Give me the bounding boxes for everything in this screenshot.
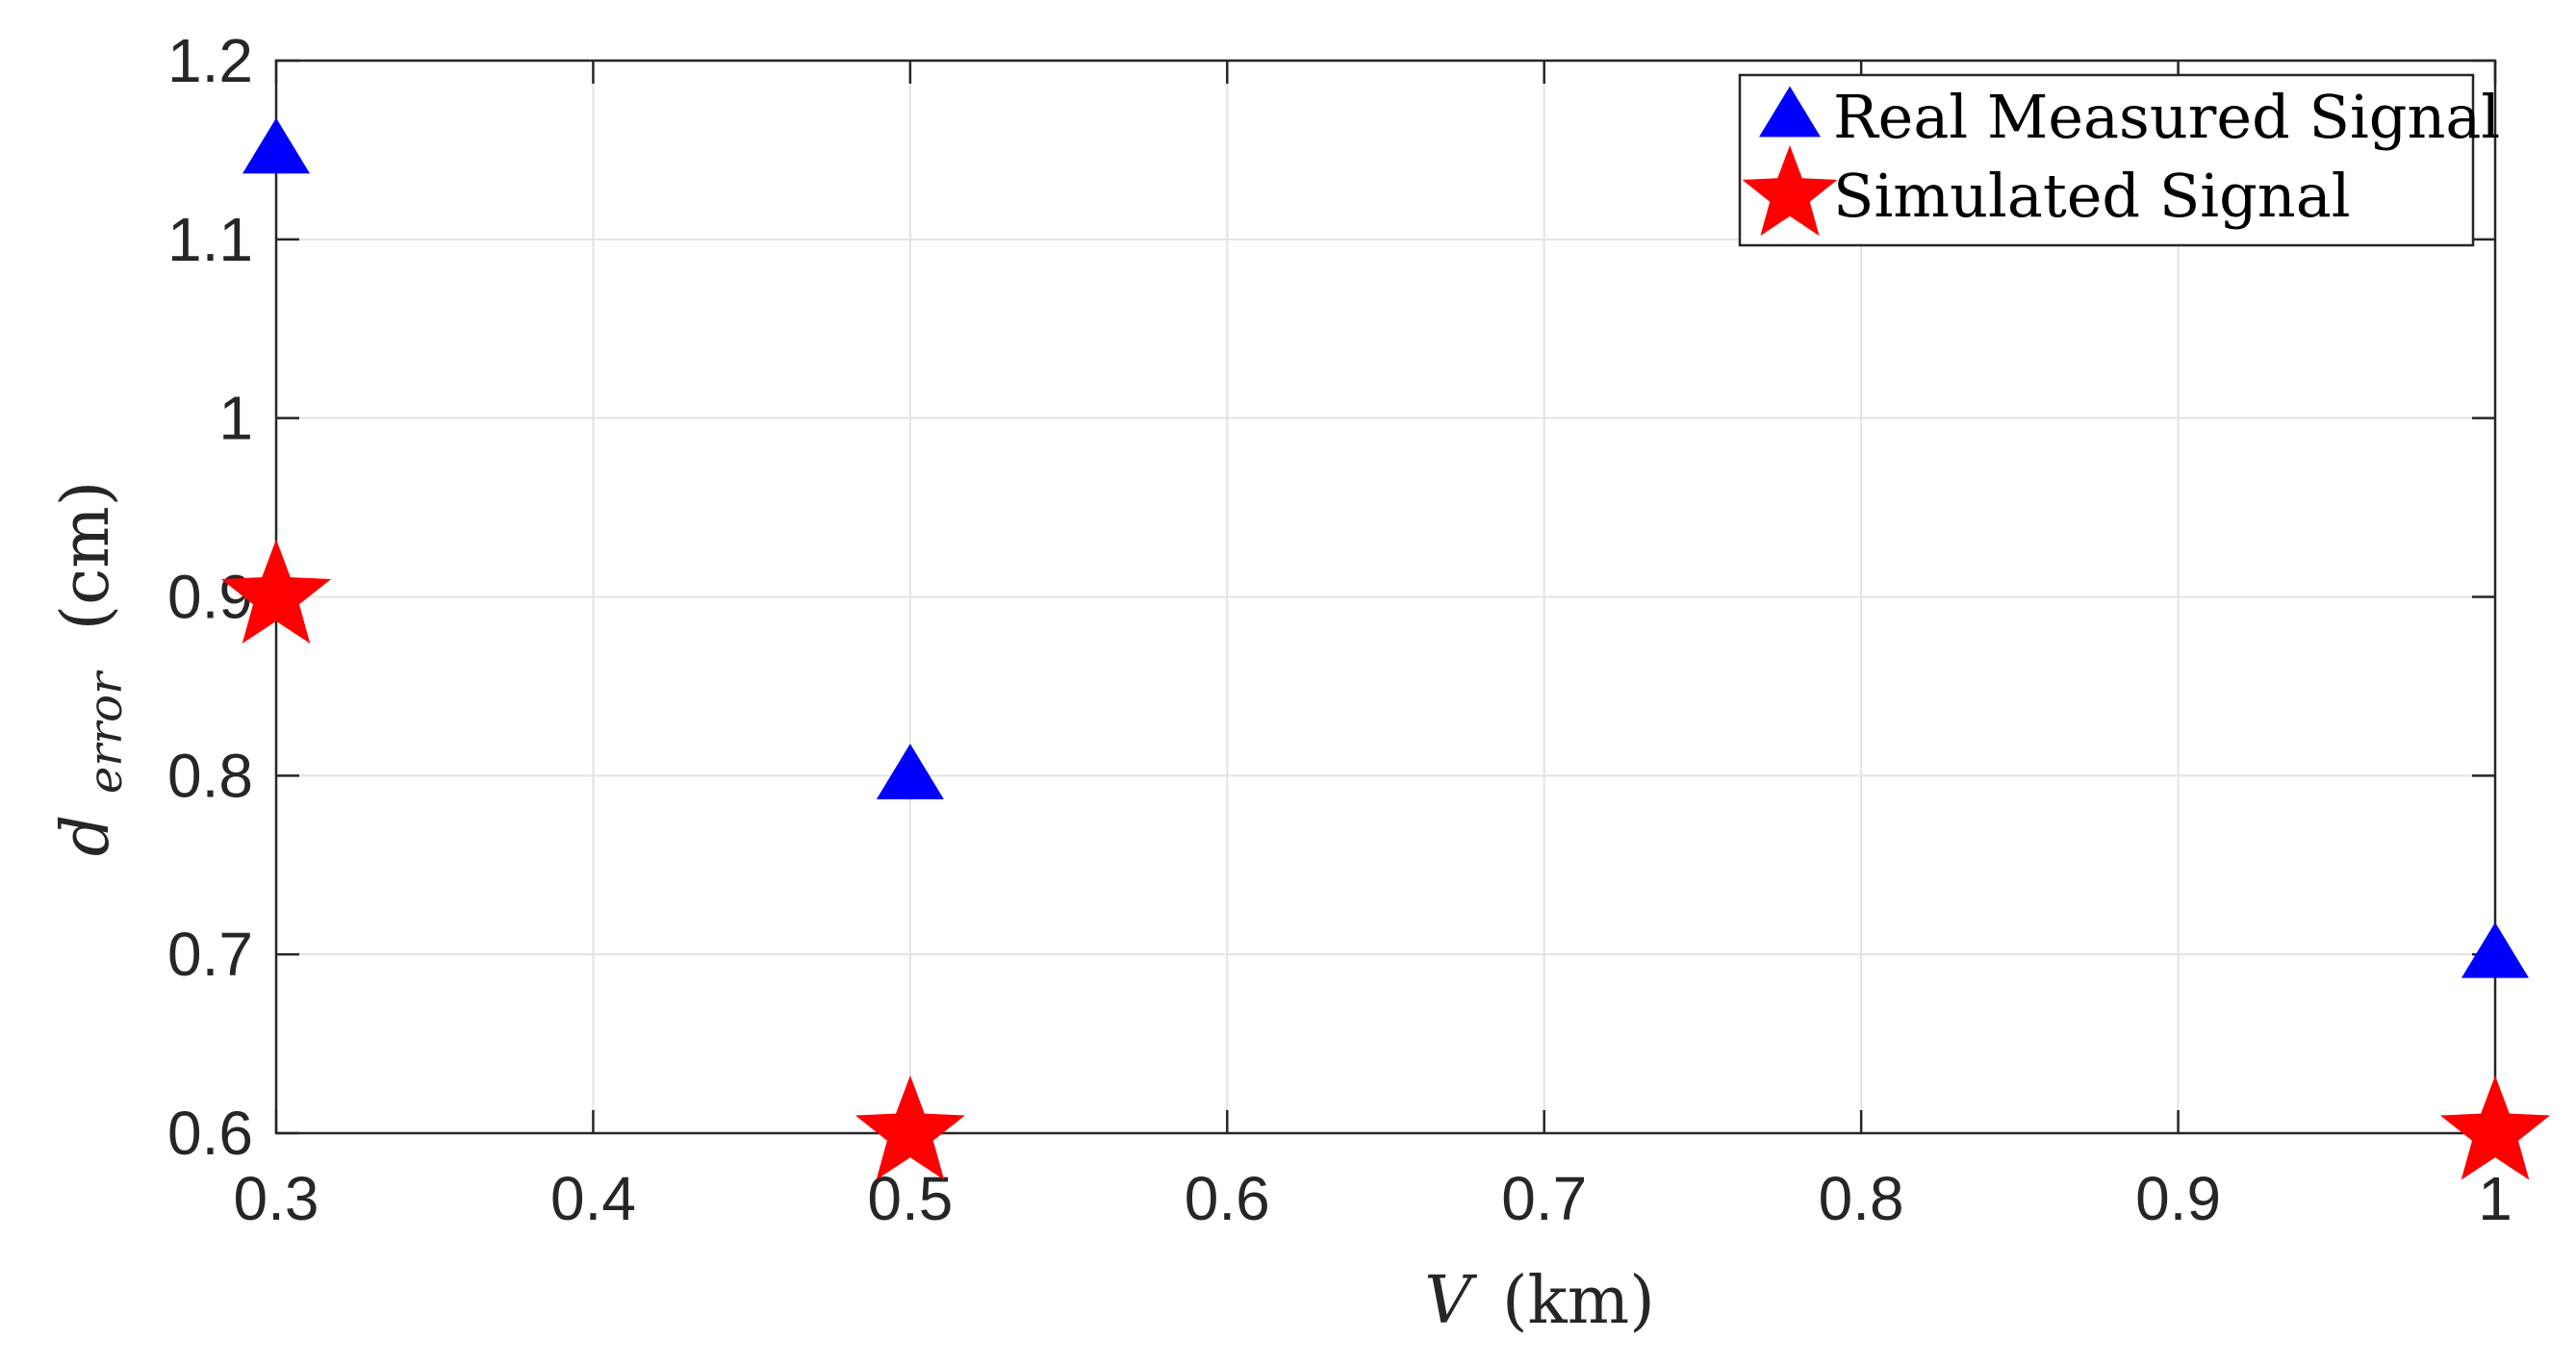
y-tick-label: 0.9	[167, 563, 253, 632]
x-axis-label: V (km)	[1424, 1263, 1654, 1339]
y-tick-label: 0.8	[167, 741, 253, 810]
x-tick-label: 1	[2478, 1164, 2512, 1233]
x-axis-variable: V	[1424, 1263, 1477, 1339]
x-tick-label: 0.3	[234, 1164, 319, 1233]
y-axis-label: d error (cm)	[48, 481, 138, 857]
x-tick-label: 0.6	[1185, 1164, 1270, 1233]
y-axis-subscript: error	[79, 670, 133, 794]
real-measured-signal-triangle-point	[876, 744, 944, 799]
x-tick-label: 0.9	[2135, 1164, 2221, 1233]
y-tick-label: 1	[218, 384, 253, 453]
legend-label-simulated-signal: Simulated Signal	[1833, 161, 2351, 231]
real-measured-signal-triangle-point	[242, 117, 310, 174]
y-axis-unit: (cm)	[48, 481, 124, 631]
y-tick-label: 0.6	[167, 1099, 253, 1168]
y-tick-label: 1.1	[167, 205, 253, 274]
legend-star-marker	[1742, 145, 1838, 237]
simulated-signal-star-point	[854, 1075, 965, 1180]
x-axis-unit: (km)	[1502, 1263, 1655, 1339]
legend-box	[1738, 73, 2475, 247]
legend-triangle-marker	[1759, 86, 1821, 138]
simulated-signal-star-point	[2439, 1075, 2551, 1180]
data-points	[220, 117, 2551, 1180]
real-measured-signal-triangle-point	[2461, 922, 2529, 978]
x-tick-label: 0.4	[550, 1164, 636, 1233]
y-tick-label: 1.2	[167, 26, 253, 95]
y-axis-variable: d	[48, 815, 124, 857]
x-tick-label: 0.8	[1819, 1164, 1904, 1233]
tick-labels: 0.3 0.4 0.5 0.6 0.7 0.8 0.9 10.60.70.80.911.11.…	[167, 26, 2512, 1233]
x-tick-label: 0.7	[1501, 1164, 1587, 1233]
legend-label-real-measured-signal: Real Measured Signal	[1833, 82, 2500, 152]
legend: Real Measured Signal Simulated Signal	[1738, 73, 2500, 247]
simulated-signal-star-point	[220, 539, 332, 644]
y-tick-label: 0.7	[167, 920, 253, 989]
